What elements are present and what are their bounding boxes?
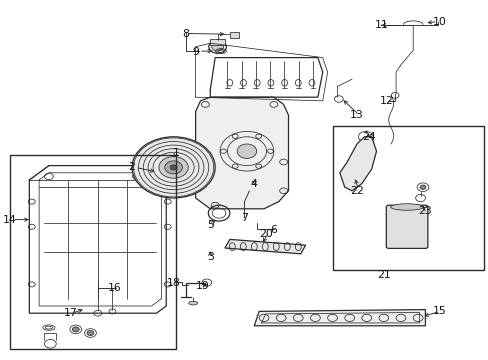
Polygon shape [339,137,376,191]
Text: 10: 10 [432,17,446,27]
Text: 11: 11 [374,20,387,30]
Text: 16: 16 [108,283,122,293]
Text: 18: 18 [166,278,180,288]
Text: 22: 22 [349,186,363,196]
Circle shape [237,144,256,158]
Polygon shape [195,97,288,209]
Text: 9: 9 [192,47,199,57]
Text: 24: 24 [362,132,375,142]
Text: 5: 5 [206,220,213,230]
Bar [210,39,224,45]
Bar [332,126,483,270]
Text: 20: 20 [259,229,273,239]
Bar [10,155,176,349]
Circle shape [159,157,188,178]
Text: 2: 2 [128,162,135,172]
Bar [229,32,238,38]
Text: 17: 17 [64,308,78,318]
Polygon shape [254,310,425,326]
Circle shape [164,161,182,174]
Polygon shape [224,239,305,254]
Text: 15: 15 [432,306,446,316]
Text: 3: 3 [206,252,213,262]
Text: 6: 6 [270,225,277,235]
Circle shape [132,137,215,198]
Circle shape [419,185,425,189]
Text: 13: 13 [349,110,363,120]
Text: 21: 21 [376,270,390,280]
Text: 19: 19 [196,281,209,291]
Text: 1: 1 [172,148,179,158]
Circle shape [87,330,94,336]
Ellipse shape [188,301,197,305]
Text: 4: 4 [250,179,257,189]
Text: 23: 23 [418,206,431,216]
Text: 8: 8 [182,29,189,39]
FancyBboxPatch shape [386,205,427,248]
Text: 14: 14 [3,215,17,225]
Text: 12: 12 [379,96,392,106]
Text: 7: 7 [241,213,247,223]
Circle shape [72,327,79,332]
Circle shape [211,42,223,51]
Circle shape [170,165,177,170]
Ellipse shape [390,204,423,210]
